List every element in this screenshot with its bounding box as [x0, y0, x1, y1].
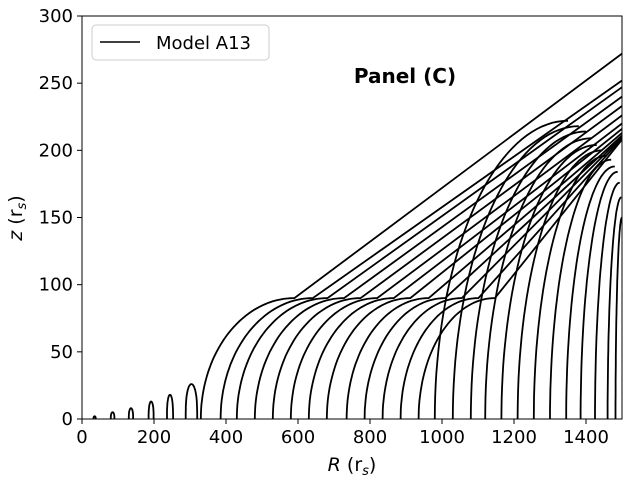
- field-line-fan: [594, 181, 620, 419]
- field-line-open: [253, 95, 622, 419]
- field-line-fan: [579, 170, 618, 419]
- legend-label: Model A13: [156, 33, 251, 54]
- y-tick-label: 50: [50, 342, 73, 363]
- x-tick-label: 1000: [419, 427, 465, 448]
- field-line-open: [381, 136, 622, 419]
- field-line-open: [219, 79, 622, 419]
- legend: Model A13: [91, 24, 270, 61]
- field-line-fan: [614, 216, 622, 419]
- field-line-fan: [549, 158, 612, 419]
- x-tick-label: 200: [137, 427, 171, 448]
- field-line-fan: [565, 165, 615, 419]
- field-line-open: [345, 132, 622, 419]
- field-line-fan: [606, 196, 622, 419]
- field-line-open: [199, 52, 622, 419]
- field-line-loop: [184, 383, 199, 419]
- x-tick-label: 1200: [491, 427, 537, 448]
- field-line-open: [363, 134, 622, 419]
- field-line-fan: [469, 130, 587, 419]
- x-tick-label: 800: [353, 427, 387, 448]
- plot-area: [92, 52, 622, 419]
- y-axis-label: z (rs): [5, 195, 30, 241]
- field-line-open: [271, 105, 622, 419]
- y-tick-label: 150: [39, 208, 73, 229]
- field-line-open: [307, 122, 622, 419]
- field-line-fan: [532, 154, 607, 419]
- field-line-fan: [484, 137, 592, 419]
- field-line-loop: [109, 411, 116, 419]
- y-axis: 0 50 100 150 200 250 300: [39, 6, 82, 430]
- field-line-fan: [433, 119, 569, 419]
- field-line-loop: [127, 407, 134, 419]
- y-tick-label: 0: [62, 409, 73, 430]
- x-tick-label: 600: [281, 427, 315, 448]
- y-tick-label: 300: [39, 6, 73, 27]
- field-line-open: [399, 137, 622, 419]
- field-line-open: [417, 139, 622, 419]
- x-tick-label: 1400: [563, 427, 609, 448]
- field-line-open: [289, 114, 622, 419]
- field-line-loop: [166, 393, 174, 419]
- field-line-open: [235, 86, 622, 419]
- legend-box: [91, 24, 270, 61]
- field-line-fan: [516, 149, 603, 419]
- field-line-open: [325, 128, 622, 419]
- y-tick-label: 100: [39, 275, 73, 296]
- x-tick-label: 400: [209, 427, 243, 448]
- y-tick-label: 200: [39, 140, 73, 161]
- field-line-fan: [500, 144, 597, 419]
- x-axis: 0 200 400 600 800 1000 1200 1400: [76, 419, 609, 448]
- x-tick-label: 0: [76, 427, 87, 448]
- panel-annotation: Panel (C): [354, 64, 456, 88]
- field-line-loop: [92, 415, 97, 419]
- field-line-fan: [451, 125, 579, 419]
- field-line-loop: [147, 400, 155, 419]
- y-tick-label: 250: [39, 73, 73, 94]
- x-axis-label: R (rs): [328, 454, 377, 479]
